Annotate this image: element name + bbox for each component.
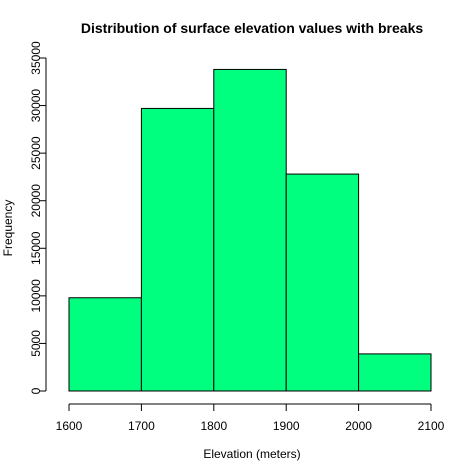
x-tick-label: 2100 — [418, 419, 445, 433]
bars-group — [68, 68, 432, 392]
x-tick-label: 2000 — [345, 419, 372, 433]
y-tick-label: 5000 — [29, 330, 43, 357]
y-axis: 0 5000 10000 15000 20000 25000 30000 35000 — [29, 41, 47, 394]
histogram-bar-5 — [358, 353, 432, 392]
x-axis: 1600 1700 1800 1900 2000 2100 — [56, 403, 445, 433]
y-tick-label: 0 — [29, 387, 43, 394]
x-tick-label: 1800 — [200, 419, 227, 433]
x-tick-label: 1700 — [128, 419, 155, 433]
histogram-bar-4 — [285, 173, 360, 392]
y-tick-label: 30000 — [29, 89, 43, 123]
x-tick-label: 1900 — [273, 419, 300, 433]
x-tick-label: 1600 — [56, 419, 83, 433]
y-axis-label: Frequency — [1, 200, 15, 257]
histogram-bar-1 — [68, 297, 142, 392]
histogram-bar-2 — [140, 107, 215, 392]
y-tick-label: 15000 — [29, 231, 43, 265]
x-axis-label: Elevation (meters) — [203, 447, 300, 461]
y-tick-label: 25000 — [29, 136, 43, 170]
y-tick-label: 10000 — [29, 279, 43, 313]
y-tick-label: 35000 — [29, 41, 43, 75]
histogram-bar-3 — [213, 68, 287, 392]
y-tick-label: 20000 — [29, 184, 43, 218]
chart-title: Distribution of surface elevation values… — [81, 20, 424, 36]
